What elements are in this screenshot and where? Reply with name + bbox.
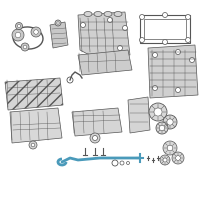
Polygon shape — [50, 22, 68, 48]
Circle shape — [122, 25, 128, 30]
Circle shape — [154, 108, 162, 116]
Circle shape — [167, 119, 173, 125]
Circle shape — [34, 30, 38, 34]
Circle shape — [16, 22, 22, 29]
Circle shape — [162, 12, 168, 18]
Polygon shape — [78, 12, 130, 58]
Ellipse shape — [104, 11, 112, 17]
Circle shape — [176, 88, 180, 92]
Circle shape — [167, 145, 173, 151]
Circle shape — [163, 141, 177, 155]
Circle shape — [176, 156, 180, 160]
Circle shape — [153, 52, 158, 58]
Circle shape — [31, 143, 35, 147]
Circle shape — [163, 158, 167, 162]
Circle shape — [29, 141, 37, 149]
Circle shape — [190, 58, 194, 62]
Polygon shape — [148, 45, 198, 98]
Polygon shape — [78, 50, 132, 75]
Circle shape — [112, 160, 118, 166]
Polygon shape — [10, 108, 62, 143]
Circle shape — [17, 24, 21, 28]
Circle shape — [186, 38, 190, 43]
Circle shape — [108, 18, 112, 22]
Circle shape — [172, 152, 184, 164]
Polygon shape — [5, 78, 63, 110]
Circle shape — [140, 38, 144, 43]
Circle shape — [31, 27, 41, 37]
Circle shape — [149, 103, 167, 121]
Polygon shape — [128, 97, 150, 133]
Circle shape — [153, 86, 158, 90]
Circle shape — [160, 155, 170, 165]
Circle shape — [23, 45, 27, 49]
Circle shape — [118, 46, 122, 50]
Circle shape — [120, 161, 124, 165]
Circle shape — [67, 77, 73, 83]
Circle shape — [90, 133, 100, 143]
Circle shape — [15, 32, 21, 38]
Circle shape — [186, 15, 190, 20]
Circle shape — [156, 122, 168, 134]
Polygon shape — [72, 108, 122, 136]
Circle shape — [140, 15, 144, 20]
Circle shape — [163, 115, 177, 129]
FancyBboxPatch shape — [144, 19, 186, 39]
Circle shape — [80, 22, 86, 27]
Circle shape — [57, 22, 59, 24]
Ellipse shape — [114, 11, 122, 17]
FancyBboxPatch shape — [140, 15, 190, 43]
Circle shape — [12, 29, 24, 41]
Ellipse shape — [84, 11, 92, 17]
Ellipse shape — [94, 11, 102, 17]
Circle shape — [55, 20, 61, 26]
Circle shape — [159, 125, 165, 131]
Circle shape — [127, 162, 130, 164]
Circle shape — [176, 49, 180, 54]
Circle shape — [92, 136, 98, 140]
Circle shape — [21, 43, 29, 51]
Circle shape — [162, 40, 168, 45]
